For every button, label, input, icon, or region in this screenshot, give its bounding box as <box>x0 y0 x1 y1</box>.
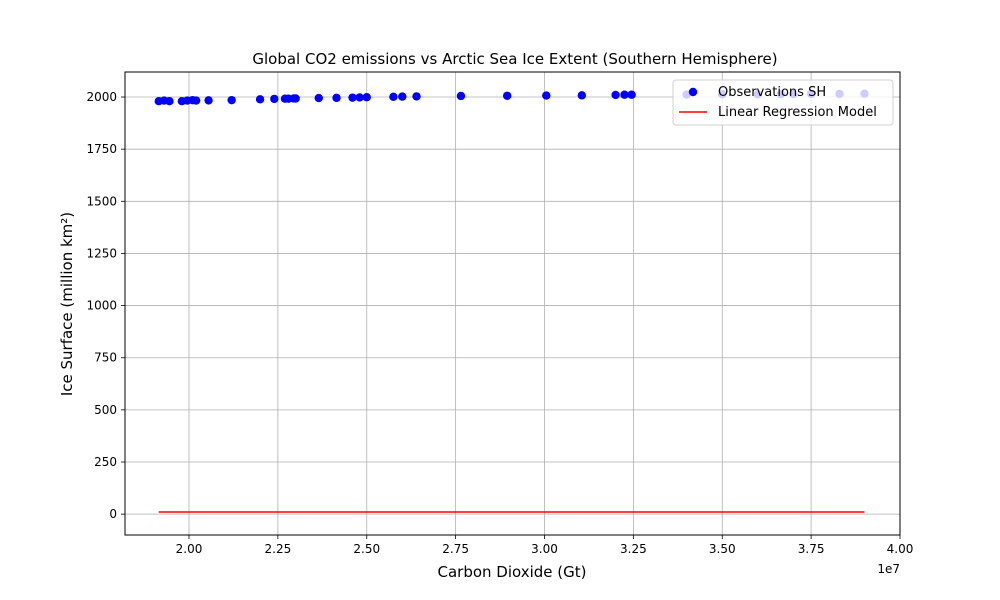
data-point <box>611 90 620 100</box>
x-tick-label: 4.00 <box>887 542 914 556</box>
plot-area <box>154 89 869 513</box>
y-tick-label: 750 <box>94 351 117 365</box>
data-point <box>362 93 371 102</box>
x-tick-label: 2.25 <box>265 542 292 556</box>
data-point <box>348 93 357 102</box>
y-tick-label: 1250 <box>86 246 117 260</box>
chart-title: Global CO2 emissions vs Arctic Sea Ice E… <box>252 50 777 68</box>
x-tick-label: 2.50 <box>353 542 380 556</box>
data-point <box>270 94 279 104</box>
data-point <box>398 92 407 101</box>
x-tick-label: 3.25 <box>620 542 647 556</box>
y-tick-label: 2000 <box>86 90 117 104</box>
legend: Observations SH Linear Regression Model <box>672 79 894 126</box>
y-axis-label: Ice Surface (million km²) <box>58 212 76 396</box>
y-tick-label: 1500 <box>86 194 117 208</box>
x-tick-label: 2.75 <box>442 542 469 556</box>
data-point <box>412 92 421 101</box>
data-point <box>620 90 629 99</box>
data-point <box>314 93 323 103</box>
plot-frame <box>124 71 901 536</box>
y-tick-label: 0 <box>109 507 117 521</box>
x-offset-label: 1e7 <box>877 562 900 576</box>
data-point <box>577 91 587 100</box>
legend-box <box>672 79 894 126</box>
data-point <box>332 93 341 103</box>
x-tick-label: 3.75 <box>798 542 825 556</box>
data-point <box>502 91 512 100</box>
data-point <box>456 91 466 101</box>
data-point <box>227 95 236 105</box>
grid-lines <box>125 72 901 535</box>
x-tick-label: 3.50 <box>709 542 736 556</box>
y-tick-label: 1750 <box>86 142 117 156</box>
data-point <box>389 92 398 102</box>
legend-entry-label: Linear Regression Model <box>718 105 877 120</box>
axes: 2.00 2.25 2.50 2.75 3.00 3.25 3.50 3.75 4.00 0 250… <box>86 71 914 556</box>
data-point <box>542 91 551 100</box>
y-tick-label: 1000 <box>86 299 117 313</box>
data-point <box>204 96 213 105</box>
data-point <box>165 96 174 106</box>
x-tick-label: 2.00 <box>176 542 203 556</box>
data-point <box>255 95 265 104</box>
data-point <box>191 96 201 105</box>
legend-entry-label: Observations SH <box>718 85 826 100</box>
data-point <box>355 93 364 102</box>
data-point <box>627 90 636 99</box>
y-tick-label: 250 <box>94 455 117 469</box>
y-tick-label: 500 <box>94 403 117 417</box>
x-axis-label: Carbon Dioxide (Gt) <box>437 563 586 581</box>
legend-marker-scatter <box>688 87 698 97</box>
x-tick-label: 3.00 <box>531 542 558 556</box>
data-point <box>291 94 300 103</box>
